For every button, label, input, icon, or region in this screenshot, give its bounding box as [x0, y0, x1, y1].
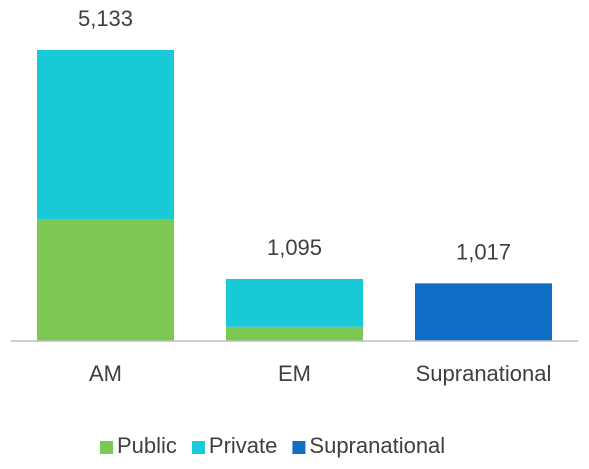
- total-label-am: 5,133: [78, 6, 133, 31]
- legend-label-public: Public: [117, 433, 177, 458]
- bar-em-public: [226, 326, 363, 341]
- bar-em-private: [226, 278, 363, 327]
- legend-swatch-supranational: [292, 441, 306, 454]
- bar-supranational-supranational: [415, 283, 552, 341]
- legend-swatch-public: [100, 441, 113, 454]
- legend-label-private: Private: [209, 433, 277, 458]
- total-label-supranational: 1,017: [456, 239, 511, 264]
- labels-group: 5,133 AM 1,095 EM 1,017 Supranational: [78, 6, 551, 386]
- bars-group: [37, 50, 552, 341]
- total-label-em: 1,095: [267, 235, 322, 260]
- x-tick-label-am: AM: [89, 361, 122, 386]
- bar-am-public: [37, 219, 174, 341]
- legend-label-supranational: Supranational: [309, 433, 445, 458]
- legend-swatch-private: [191, 441, 205, 454]
- bar-am-private: [37, 50, 174, 220]
- x-tick-label-em: EM: [278, 361, 311, 386]
- legend: Public Private Supranational: [100, 433, 445, 458]
- x-tick-label-supranational: Supranational: [416, 361, 552, 386]
